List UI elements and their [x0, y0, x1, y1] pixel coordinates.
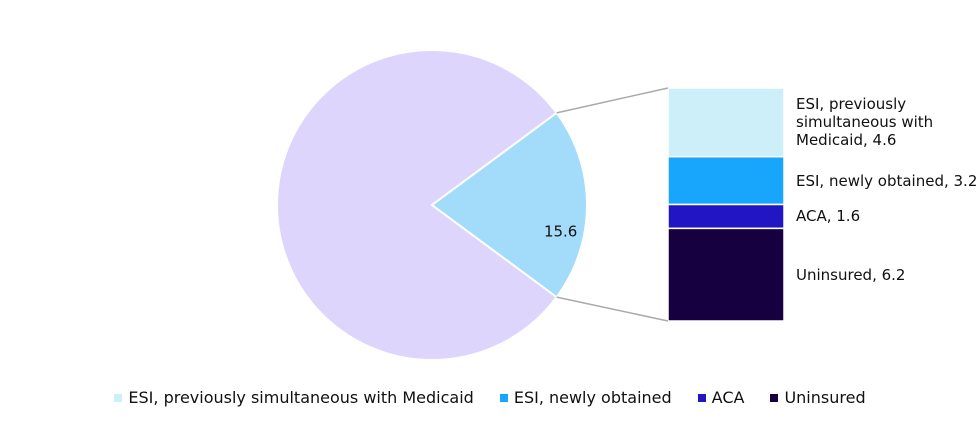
bar-segment — [667, 227, 785, 322]
bar-label-box: ESI, previously simultaneous with Medica… — [796, 95, 934, 150]
bar-label: Uninsured, 6.2 — [796, 265, 906, 284]
bar-label-box: ACA, 1.6 — [796, 207, 861, 226]
legend-swatch — [770, 393, 779, 402]
connector — [556, 296, 669, 322]
bar-segment — [667, 155, 785, 206]
bar-label: ACA, 1.6 — [796, 207, 861, 226]
legend-label: ESI, previously simultaneous with Medica… — [128, 388, 474, 407]
legend-label: ESI, newly obtained — [513, 388, 672, 407]
bar-label-box: Uninsured, 6.2 — [796, 265, 906, 284]
legend-item: ESI, newly obtained — [499, 388, 672, 407]
slice-label: 15.6 — [544, 223, 577, 241]
bar-segment — [667, 87, 785, 158]
legend-swatch — [114, 393, 123, 402]
legend-item: ACA — [697, 388, 745, 407]
legend-swatch — [499, 393, 508, 402]
bar-segment — [667, 203, 785, 230]
bar-label-box: ESI, newly obtained, 3.2 — [796, 171, 978, 190]
legend-swatch — [697, 393, 706, 402]
legend-item: ESI, previously simultaneous with Medica… — [114, 388, 474, 407]
bar-label: ESI, previously simultaneous with Medica… — [796, 95, 934, 150]
legend: ESI, previously simultaneous with Medica… — [0, 388, 980, 407]
legend-item: Uninsured — [770, 388, 866, 407]
pie-slice — [276, 49, 559, 361]
pie-slice — [430, 111, 588, 299]
connector — [556, 87, 669, 114]
legend-label: ACA — [711, 388, 745, 407]
bar-label: ESI, newly obtained, 3.2 — [796, 171, 978, 190]
legend-label: Uninsured — [784, 388, 866, 407]
